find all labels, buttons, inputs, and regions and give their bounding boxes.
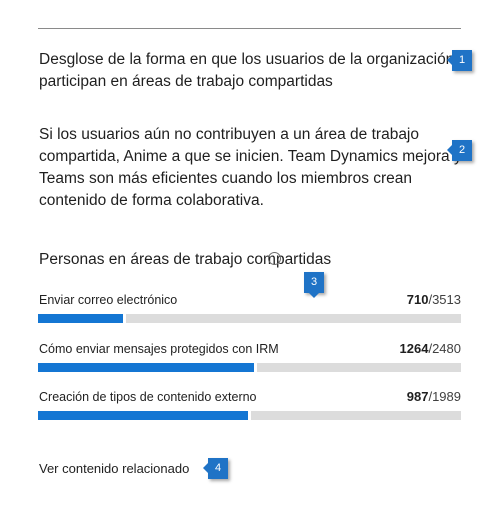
metric-value: 987	[406, 389, 429, 404]
metric-count: 987/1989	[407, 389, 461, 405]
metric-count: 710/3513	[407, 292, 461, 308]
progress-gap	[248, 411, 251, 420]
callout-4: 4	[203, 458, 228, 479]
progress-bar	[38, 314, 461, 323]
progress-gap	[254, 363, 257, 372]
metric-label: Creación de tipos de contenido externo	[39, 390, 257, 404]
metric-count: 1264/2480	[400, 341, 461, 357]
section-title: Personas en áreas de trabajo compartidas	[39, 251, 332, 268]
progress-gap	[123, 314, 126, 323]
progress-bar	[38, 363, 461, 372]
callout-2: 2	[447, 140, 472, 161]
guidance-paragraph: Si los usuarios aún no contribuyen a un …	[39, 126, 462, 209]
metric-total: /2480	[428, 341, 461, 356]
metric-total: /1989	[428, 389, 461, 404]
intro-paragraph: Desglose de la forma en que los usuarios…	[39, 51, 455, 90]
metric-value: 1264	[399, 341, 429, 356]
metric-label: Enviar correo electrónico	[39, 293, 178, 307]
related-content-link[interactable]: Ver contenido relacionado	[39, 461, 190, 476]
metric-value: 710	[406, 292, 429, 307]
top-divider	[38, 28, 461, 29]
metric-label: Cómo enviar mensajes protegidos con IRM	[39, 342, 279, 356]
metric-total: /3513	[428, 292, 461, 307]
progress-fill	[38, 314, 123, 323]
callout-3: 3	[304, 272, 324, 298]
cursor-indicator	[268, 252, 281, 265]
callout-1: 1	[447, 50, 472, 71]
progress-fill	[38, 363, 254, 372]
progress-fill	[38, 411, 248, 420]
progress-bar	[38, 411, 461, 420]
